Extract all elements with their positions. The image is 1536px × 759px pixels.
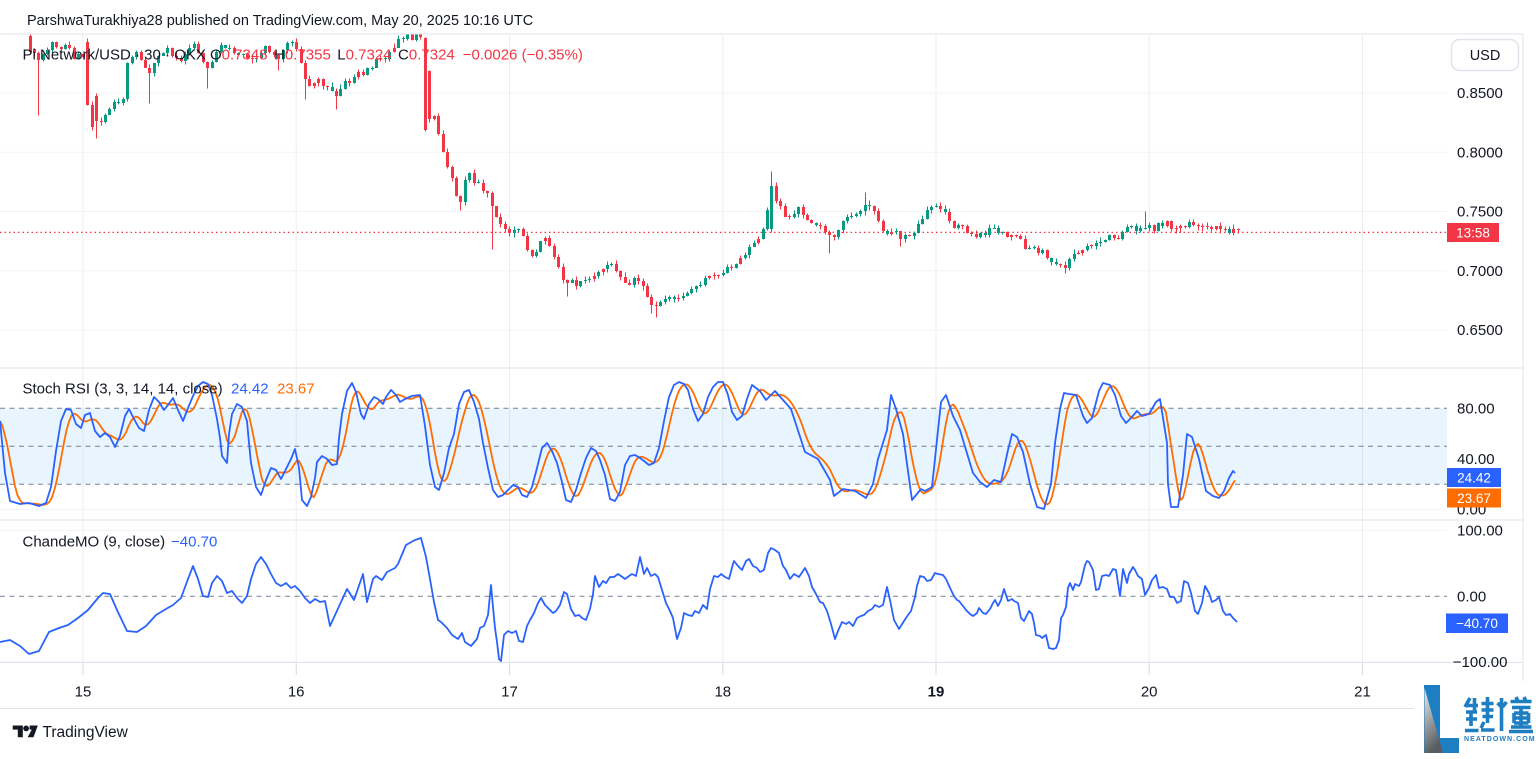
svg-text:ChandeMO (9, close): ChandeMO (9, close) — [23, 534, 166, 551]
svg-text:0.7000: 0.7000 — [1457, 263, 1503, 280]
svg-text:16: 16 — [288, 684, 305, 701]
svg-text:24.42: 24.42 — [1457, 470, 1491, 485]
svg-text:40.00: 40.00 — [1457, 451, 1495, 468]
svg-text:TradingView: TradingView — [43, 724, 129, 741]
svg-text:0.00: 0.00 — [1457, 588, 1486, 605]
svg-text:Pi Network/USD · 30 · OKX: Pi Network/USD · 30 · OKX — [23, 47, 206, 64]
svg-text:21: 21 — [1354, 684, 1371, 701]
svg-text:Stoch RSI (3, 3, 14, 14, close: Stoch RSI (3, 3, 14, 14, close) — [23, 381, 223, 398]
svg-text:13:58: 13:58 — [1456, 225, 1490, 240]
svg-text:0.8500: 0.8500 — [1457, 85, 1503, 102]
svg-text:80.00: 80.00 — [1457, 401, 1495, 418]
svg-text:ParshwaTurakhiya28 published o: ParshwaTurakhiya28 published on TradingV… — [27, 13, 533, 29]
svg-text:0.7500: 0.7500 — [1457, 204, 1503, 221]
svg-text:USD: USD — [1470, 48, 1501, 64]
svg-text:0.6500: 0.6500 — [1457, 322, 1503, 339]
svg-text:−40.70: −40.70 — [171, 534, 217, 551]
svg-text:−40.70: −40.70 — [1456, 616, 1498, 631]
svg-text:19: 19 — [928, 684, 945, 701]
svg-text:23.67: 23.67 — [277, 381, 315, 398]
svg-text:17: 17 — [501, 684, 518, 701]
svg-text:23.67: 23.67 — [1457, 491, 1491, 506]
svg-text:20: 20 — [1141, 684, 1158, 701]
svg-text:NEATDOWN.COM: NEATDOWN.COM — [1464, 736, 1536, 743]
svg-text:100.00: 100.00 — [1457, 523, 1503, 540]
svg-text:24.42: 24.42 — [231, 381, 269, 398]
svg-text:18: 18 — [714, 684, 731, 701]
svg-text:15: 15 — [75, 684, 92, 701]
svg-text:−100.00: −100.00 — [1453, 654, 1508, 671]
svg-text:0.8000: 0.8000 — [1457, 144, 1503, 161]
